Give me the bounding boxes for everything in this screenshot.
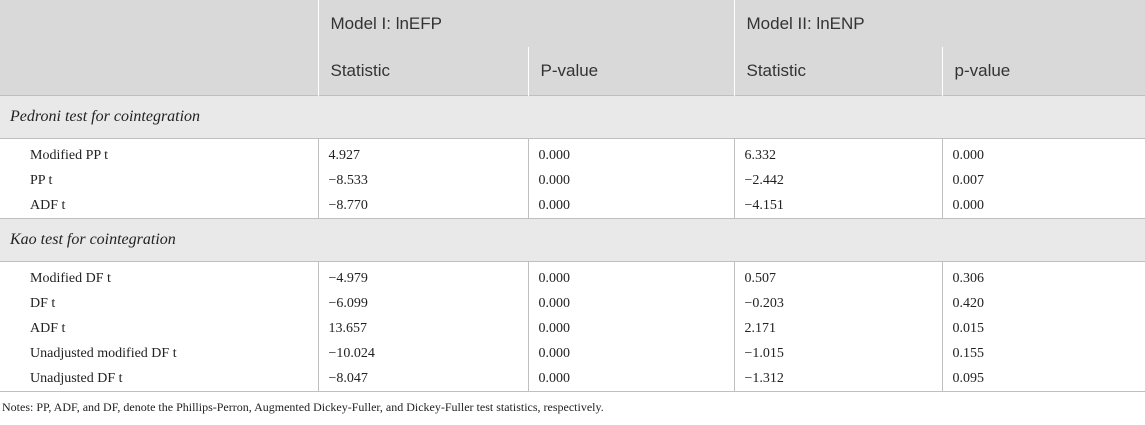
cell-value: 0.000 <box>941 193 1145 219</box>
cell-value: 4.927 <box>317 138 528 168</box>
cell-value: 0.015 <box>941 316 1145 341</box>
header-row-columns: Statistic P-value Statistic p-value <box>0 47 1145 96</box>
row-label: DF t <box>30 295 56 311</box>
cell-value: 0.000 <box>527 138 734 168</box>
cell-value: 0.000 <box>527 341 734 366</box>
cell-value: −1.015 <box>733 341 942 366</box>
cell-value: 0.095 <box>941 366 1145 392</box>
cell-value: −8.770 <box>317 193 528 219</box>
row-label: PP t <box>30 172 53 188</box>
cell-value: −0.203 <box>733 291 942 316</box>
cell-value: 0.000 <box>527 316 734 341</box>
row-label: ADF t <box>0 193 318 219</box>
table-row: PP t −8.533 0.000 −2.442 0.007 <box>0 168 1145 193</box>
header-statistic-2: Statistic <box>733 47 942 96</box>
header-pvalue-2: p-value <box>941 47 1145 96</box>
cell-value: −1.312 <box>733 366 942 392</box>
section-row-pedroni: Pedroni test for cointegration <box>0 95 1145 139</box>
row-label: Modified PP t <box>30 147 109 163</box>
row-label: Modified DF t <box>30 270 111 286</box>
table-row: DF t −6.099 0.000 −0.203 0.420 <box>0 291 1145 316</box>
section-row-kao: Kao test for cointegration <box>0 218 1145 262</box>
table-row: ADF t −8.770 0.000 −4.151 0.000 <box>0 193 1145 219</box>
cell-value: 2.171 <box>733 316 942 341</box>
cell-value: 0.007 <box>941 168 1145 193</box>
cell-value: −4.979 <box>317 261 528 291</box>
header-row-models: Model I: lnEFP Model II: lnENP <box>0 0 1145 47</box>
table-row: Modified DF t −4.979 0.000 0.507 0.306 <box>0 261 1145 291</box>
section-title: Pedroni test for cointegration <box>0 95 1145 139</box>
cointegration-table: Model I: lnEFP Model II: lnENP Statistic… <box>0 0 1145 392</box>
cell-value: 0.420 <box>941 291 1145 316</box>
cell-value: 0.306 <box>941 261 1145 291</box>
cell-value: 0.507 <box>733 261 942 291</box>
cell-value: 0.000 <box>941 138 1145 168</box>
cell-value: −6.099 <box>317 291 528 316</box>
cell-value: −2.442 <box>733 168 942 193</box>
cell-value: −8.047 <box>317 366 528 392</box>
header-pvalue-1: P-value <box>527 47 734 96</box>
cell-value: 0.000 <box>527 193 734 219</box>
header-statistic-1: Statistic <box>317 47 528 96</box>
row-label: Unadjusted modified DF t <box>30 345 177 361</box>
cell-value: 0.155 <box>941 341 1145 366</box>
row-label: ADF t <box>30 320 66 336</box>
cell-value: 0.000 <box>527 291 734 316</box>
header-model-2: Model II: lnENP <box>733 0 1145 47</box>
cell-value: 13.657 <box>317 316 528 341</box>
table-notes: Notes: PP, ADF, and DF, denote the Phill… <box>2 400 604 414</box>
header-empty-cell <box>0 0 318 47</box>
table-row: Unadjusted modified DF t −10.024 0.000 −… <box>0 341 1145 366</box>
section-title: Kao test for cointegration <box>0 218 1145 262</box>
row-label: Unadjusted DF t <box>0 366 318 392</box>
header-empty-cell <box>0 47 318 96</box>
cell-value: −4.151 <box>733 193 942 219</box>
cell-value: −8.533 <box>317 168 528 193</box>
cell-value: −10.024 <box>317 341 528 366</box>
cell-value: 0.000 <box>527 168 734 193</box>
header-model-1: Model I: lnEFP <box>317 0 734 47</box>
table-row: ADF t 13.657 0.000 2.171 0.015 <box>0 316 1145 341</box>
cell-value: 0.000 <box>527 366 734 392</box>
table-row: Unadjusted DF t −8.047 0.000 −1.312 0.09… <box>0 366 1145 392</box>
cell-value: 6.332 <box>733 138 942 168</box>
cell-value: 0.000 <box>527 261 734 291</box>
table-row: Modified PP t 4.927 0.000 6.332 0.000 <box>0 138 1145 168</box>
